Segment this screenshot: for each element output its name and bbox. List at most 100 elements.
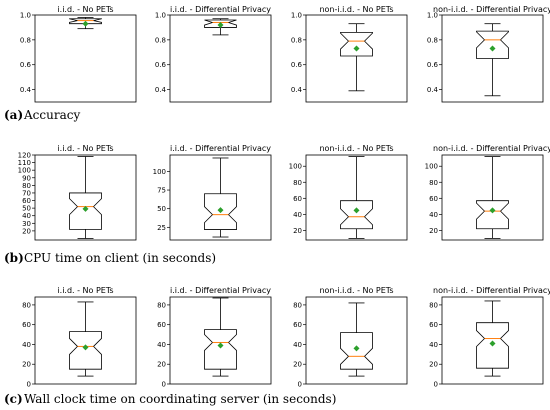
caption-text: CPU time on client (in seconds) [24, 251, 216, 265]
y-tick-label: 100 [289, 163, 302, 171]
y-tick-label: 1.0 [427, 12, 438, 20]
mean-marker [489, 207, 496, 214]
plot-frame [441, 154, 544, 241]
y-tick-label: 0 [434, 381, 438, 389]
mean-marker [217, 207, 224, 214]
panel-title: non-i.i.d. - No PETs [319, 286, 393, 295]
panel-title: i.i.d. - Differential Privacy [170, 5, 271, 14]
plot-frame [305, 14, 408, 103]
panel-title: non-i.i.d. - Differential Privacy [433, 5, 550, 14]
y-tick-label: 0.8 [155, 36, 166, 44]
panel-title: non-i.i.d. - Differential Privacy [433, 286, 550, 295]
y-tick-label: 70 [22, 189, 31, 197]
y-tick-label: 0.8 [291, 36, 302, 44]
y-tick-label: 40 [157, 341, 166, 349]
plot-frame [441, 14, 544, 103]
y-tick-label: 0.6 [427, 61, 439, 69]
y-tick-label: 40 [293, 211, 302, 219]
y-tick-label: 0.4 [291, 86, 303, 94]
y-tick-label: 60 [429, 195, 438, 203]
y-tick-label: 0.8 [20, 36, 31, 44]
panel-title: non-i.i.d. - No PETs [319, 144, 393, 153]
y-tick-label: 60 [293, 195, 302, 203]
y-tick-label: 75 [157, 187, 166, 195]
caption-text: Accuracy [23, 108, 80, 122]
y-tick-label: 60 [22, 321, 31, 329]
caption-letter: (a) [4, 108, 23, 122]
caption-text: Wall clock time on coordinating server (… [24, 392, 336, 406]
y-tick-label: 20 [157, 361, 166, 369]
panel-title: i.i.d. - Differential Privacy [170, 144, 271, 153]
y-tick-label: 1.0 [20, 12, 31, 20]
y-tick-label: 40 [22, 212, 31, 220]
y-tick-label: 80 [429, 179, 438, 187]
mean-marker [353, 45, 360, 52]
y-tick-label: 50 [157, 205, 166, 213]
mean-marker [489, 45, 496, 52]
y-tick-label: 50 [22, 205, 31, 213]
y-tick-label: 0.8 [427, 36, 438, 44]
y-tick-label: 20 [293, 227, 302, 235]
mean-marker [489, 340, 496, 347]
y-tick-label: 20 [293, 361, 302, 369]
panel-title: i.i.d. - No PETs [57, 5, 113, 14]
mean-marker [217, 342, 224, 349]
y-tick-label: 0.6 [291, 61, 303, 69]
plot-frame [169, 296, 272, 385]
y-tick-label: 80 [429, 301, 438, 309]
y-tick-label: 40 [429, 341, 438, 349]
y-tick-label: 0 [298, 381, 302, 389]
y-tick-label: 0.4 [20, 86, 32, 94]
y-tick-label: 80 [22, 301, 31, 309]
y-tick-label: 60 [157, 321, 166, 329]
caption-letter: (c) [4, 392, 23, 406]
plot-frame [169, 154, 272, 241]
y-tick-label: 0.6 [155, 61, 167, 69]
y-tick-label: 40 [293, 341, 302, 349]
y-tick-label: 0.4 [155, 86, 167, 94]
y-tick-label: 80 [293, 301, 302, 309]
y-tick-label: 100 [18, 167, 31, 175]
y-tick-label: 60 [293, 321, 302, 329]
box [340, 32, 373, 57]
y-tick-label: 40 [22, 341, 31, 349]
y-tick-label: 60 [429, 321, 438, 329]
mean-marker [353, 345, 360, 352]
y-tick-label: 20 [22, 227, 31, 235]
plot-frame [34, 296, 137, 385]
plot-frame [305, 296, 408, 385]
y-tick-label: 0.4 [427, 86, 439, 94]
y-tick-label: 30 [22, 220, 31, 228]
box [204, 329, 237, 370]
plot-frame [34, 14, 137, 103]
box [476, 30, 509, 59]
y-tick-label: 60 [22, 197, 31, 205]
mean-marker [82, 205, 89, 212]
y-tick-label: 80 [293, 179, 302, 187]
y-tick-label: 90 [22, 174, 31, 182]
plot-frame [34, 154, 137, 241]
mean-marker [82, 344, 89, 351]
y-tick-label: 80 [22, 182, 31, 190]
panel-title: i.i.d. - No PETs [57, 144, 113, 153]
y-tick-label: 1.0 [291, 12, 302, 20]
y-tick-label: 20 [429, 361, 438, 369]
y-tick-label: 80 [157, 301, 166, 309]
plot-frame [169, 14, 272, 103]
y-tick-label: 120 [18, 152, 31, 160]
panel-title: non-i.i.d. - No PETs [319, 5, 393, 14]
y-tick-label: 20 [22, 361, 31, 369]
y-tick-label: 25 [157, 224, 166, 232]
y-tick-label: 0 [27, 381, 31, 389]
y-tick-label: 0.6 [20, 61, 32, 69]
plot-frame [441, 296, 544, 385]
y-tick-label: 40 [429, 211, 438, 219]
y-tick-label: 100 [425, 163, 438, 171]
y-tick-label: 1.0 [155, 12, 166, 20]
box [476, 200, 509, 230]
panel-title: i.i.d. - No PETs [57, 286, 113, 295]
caption-letter: (b) [4, 251, 24, 265]
y-tick-label: 110 [18, 159, 31, 167]
panel-title: i.i.d. - Differential Privacy [170, 286, 271, 295]
